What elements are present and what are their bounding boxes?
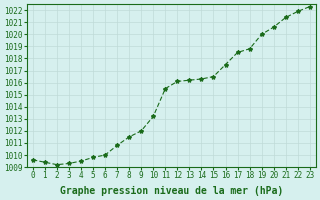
X-axis label: Graphe pression niveau de la mer (hPa): Graphe pression niveau de la mer (hPa) — [60, 186, 283, 196]
